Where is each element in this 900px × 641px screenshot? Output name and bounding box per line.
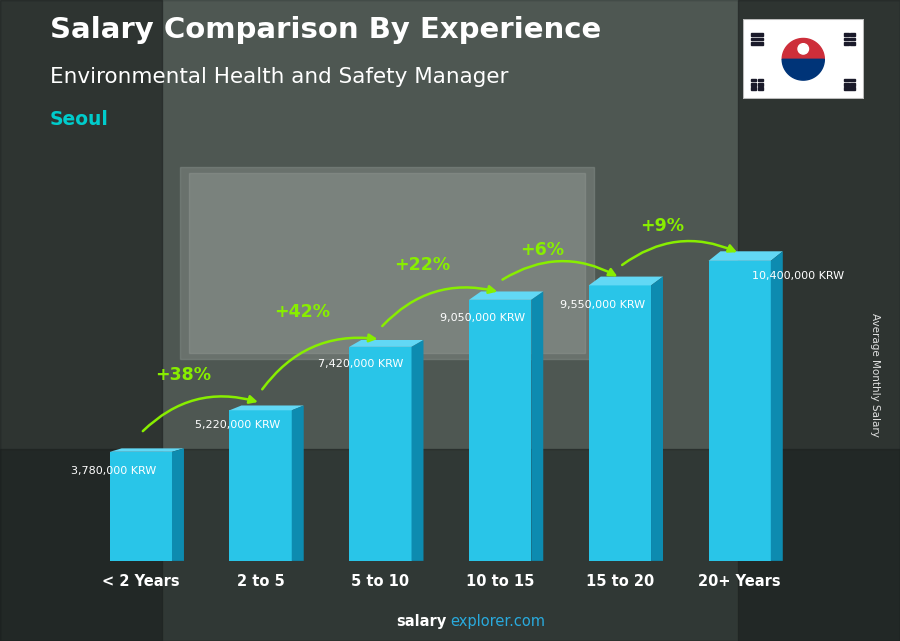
Bar — [844, 33, 849, 36]
Text: +38%: +38% — [155, 366, 211, 384]
Text: explorer.com: explorer.com — [450, 615, 545, 629]
Text: +9%: +9% — [640, 217, 684, 235]
Bar — [752, 78, 756, 81]
Bar — [752, 42, 763, 45]
Bar — [758, 83, 763, 86]
Bar — [110, 452, 172, 561]
Bar — [752, 33, 763, 36]
Circle shape — [782, 38, 824, 80]
Bar — [752, 87, 756, 90]
Bar — [850, 33, 855, 36]
Text: Average Monthly Salary: Average Monthly Salary — [869, 313, 880, 437]
Polygon shape — [651, 276, 663, 561]
Bar — [844, 78, 855, 81]
Bar — [844, 42, 849, 45]
Polygon shape — [411, 340, 424, 561]
Polygon shape — [110, 448, 184, 452]
Text: 3,780,000 KRW: 3,780,000 KRW — [71, 467, 157, 476]
Text: 7,420,000 KRW: 7,420,000 KRW — [318, 359, 403, 369]
Text: 10,400,000 KRW: 10,400,000 KRW — [752, 271, 844, 281]
Text: +22%: +22% — [394, 256, 450, 274]
Polygon shape — [782, 60, 824, 80]
Bar — [752, 83, 756, 86]
Polygon shape — [708, 251, 783, 261]
Bar — [850, 83, 855, 86]
Polygon shape — [230, 406, 303, 410]
Bar — [708, 261, 770, 561]
Bar — [850, 42, 855, 45]
Text: salary: salary — [396, 615, 446, 629]
Text: Salary Comparison By Experience: Salary Comparison By Experience — [50, 16, 601, 44]
Polygon shape — [531, 292, 544, 561]
Bar — [469, 300, 531, 561]
Polygon shape — [172, 448, 184, 561]
Polygon shape — [349, 340, 424, 347]
Text: 9,050,000 KRW: 9,050,000 KRW — [440, 313, 526, 323]
Bar — [758, 87, 763, 90]
Bar — [0, 449, 900, 641]
Text: +6%: +6% — [520, 241, 564, 259]
Text: Environmental Health and Safety Manager: Environmental Health and Safety Manager — [50, 67, 508, 87]
Bar — [230, 410, 292, 561]
Circle shape — [798, 44, 808, 54]
Polygon shape — [770, 251, 783, 561]
FancyBboxPatch shape — [189, 173, 585, 353]
Bar — [0, 0, 162, 641]
Text: +42%: +42% — [274, 303, 330, 320]
Polygon shape — [292, 406, 303, 561]
Circle shape — [798, 44, 808, 54]
FancyBboxPatch shape — [180, 167, 594, 359]
Bar — [844, 83, 849, 86]
Bar — [758, 78, 763, 81]
Bar — [349, 347, 411, 561]
Polygon shape — [782, 38, 824, 60]
Bar — [752, 38, 763, 40]
Bar — [738, 0, 900, 641]
Text: 9,550,000 KRW: 9,550,000 KRW — [560, 300, 645, 310]
Text: Seoul: Seoul — [50, 110, 108, 129]
Circle shape — [798, 44, 808, 54]
Bar — [844, 38, 855, 40]
Circle shape — [798, 65, 808, 75]
Text: 5,220,000 KRW: 5,220,000 KRW — [194, 420, 280, 430]
Polygon shape — [469, 292, 544, 300]
Bar — [844, 87, 855, 90]
Bar — [589, 285, 651, 561]
Polygon shape — [589, 276, 663, 285]
